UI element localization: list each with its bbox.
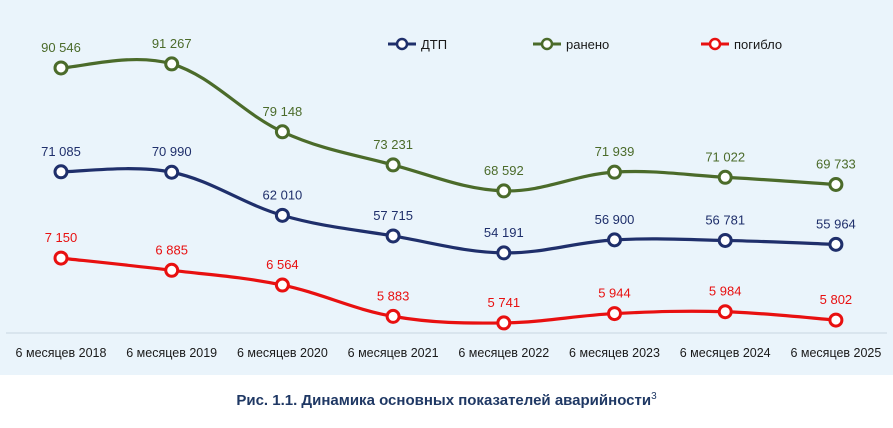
data-label-dtp: 71 085 bbox=[41, 144, 81, 159]
data-point-injured bbox=[53, 60, 69, 76]
data-point-injured bbox=[164, 56, 180, 72]
data-point-dtp bbox=[164, 164, 180, 180]
x-tick-label: 6 месяцев 2024 bbox=[680, 346, 771, 360]
data-point-injured bbox=[385, 157, 401, 173]
data-label-killed: 5 944 bbox=[598, 286, 631, 301]
legend-marker-killed bbox=[708, 37, 722, 51]
x-tick-label: 6 месяцев 2025 bbox=[790, 346, 881, 360]
data-point-injured bbox=[496, 183, 512, 199]
x-tick-label: 6 месяцев 2021 bbox=[348, 346, 439, 360]
data-point-killed bbox=[717, 304, 733, 320]
data-point-dtp bbox=[607, 232, 622, 248]
data-label-killed: 5 883 bbox=[377, 288, 410, 303]
data-point-killed bbox=[53, 250, 69, 266]
data-point-injured bbox=[607, 164, 622, 180]
data-label-dtp: 54 191 bbox=[484, 225, 524, 240]
data-label-killed: 5 741 bbox=[488, 295, 521, 310]
data-point-killed bbox=[496, 315, 512, 331]
legend-marker-injured bbox=[540, 37, 554, 51]
data-point-killed bbox=[385, 308, 401, 324]
line-chart: 71 085 70 990 62 010 57 715 54 191 56 900 56 7… bbox=[6, 36, 887, 360]
data-point-injured bbox=[717, 169, 733, 185]
data-label-killed: 6 564 bbox=[266, 257, 299, 272]
data-point-dtp bbox=[496, 245, 512, 261]
data-label-injured: 69 733 bbox=[816, 156, 856, 171]
data-label-killed: 6 885 bbox=[155, 242, 188, 257]
data-label-killed: 5 802 bbox=[820, 292, 853, 307]
data-point-injured bbox=[274, 124, 290, 140]
series-line-killed bbox=[59, 256, 838, 325]
data-point-dtp bbox=[385, 228, 401, 244]
data-point-dtp bbox=[274, 207, 290, 223]
x-tick-label: 6 месяцев 2019 bbox=[126, 346, 217, 360]
legend-label-dtp: ДТП bbox=[421, 37, 447, 52]
data-label-dtp: 62 010 bbox=[263, 187, 303, 202]
data-label-injured: 91 267 bbox=[152, 36, 192, 51]
series-line-injured bbox=[59, 57, 838, 193]
series-line-dtp bbox=[59, 167, 838, 255]
x-tick-label: 6 месяцев 2023 bbox=[569, 346, 660, 360]
data-point-dtp bbox=[53, 164, 69, 180]
data-point-killed bbox=[607, 306, 622, 322]
caption-footnote: 3 bbox=[651, 391, 657, 402]
data-label-dtp: 56 781 bbox=[705, 212, 745, 227]
legend-marker-dtp bbox=[395, 37, 409, 51]
data-label-injured: 73 231 bbox=[373, 137, 413, 152]
data-label-dtp: 55 964 bbox=[816, 216, 856, 231]
data-point-dtp bbox=[828, 236, 844, 252]
data-label-injured: 79 148 bbox=[263, 104, 303, 119]
data-label-injured: 68 592 bbox=[484, 163, 524, 178]
data-point-killed bbox=[828, 312, 844, 328]
x-tick-label: 6 месяцев 2022 bbox=[458, 346, 549, 360]
data-label-dtp: 70 990 bbox=[152, 144, 192, 159]
x-tick-label: 6 месяцев 2020 bbox=[237, 346, 328, 360]
data-label-killed: 5 984 bbox=[709, 284, 742, 299]
chart-area: 71 085 70 990 62 010 57 715 54 191 56 900 56 7… bbox=[0, 0, 893, 375]
legend-label-killed: погибло bbox=[734, 37, 782, 52]
data-label-dtp: 57 715 bbox=[373, 208, 413, 223]
data-point-killed bbox=[164, 262, 180, 278]
x-tick-label: 6 месяцев 2018 bbox=[16, 346, 107, 360]
data-point-killed bbox=[274, 277, 290, 293]
data-label-dtp: 56 900 bbox=[595, 212, 635, 227]
figure-caption: Рис. 1.1. Динамика основных показателей … bbox=[0, 391, 893, 409]
data-point-dtp bbox=[717, 232, 733, 248]
data-label-killed: 7 150 bbox=[45, 230, 78, 245]
legend-label-injured: ранено bbox=[566, 37, 609, 52]
data-label-injured: 90 546 bbox=[41, 40, 81, 55]
data-point-injured bbox=[828, 176, 844, 192]
caption-text: Рис. 1.1. Динамика основных показателей … bbox=[236, 392, 652, 409]
data-label-injured: 71 939 bbox=[595, 144, 635, 159]
data-label-injured: 71 022 bbox=[705, 149, 745, 164]
